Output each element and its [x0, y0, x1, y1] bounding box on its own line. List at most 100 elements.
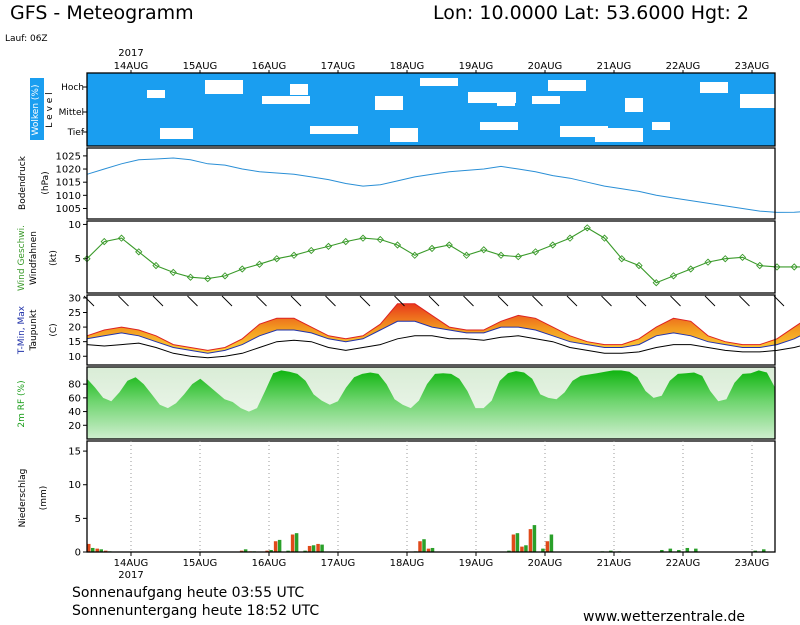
windbarb-ylabel: Windfahnen: [29, 231, 39, 285]
wind-point: [117, 234, 126, 242]
wind-point: [445, 241, 453, 249]
wind-barb: [463, 295, 474, 307]
wind-unit: (kt): [49, 250, 59, 266]
precip-bar-conv: [95, 548, 99, 552]
precip-bar-large: [668, 548, 673, 552]
wind-point: [290, 251, 298, 259]
wind-barb: [532, 295, 543, 307]
wind-barb: [635, 295, 647, 307]
temperature-ytick-label: 15: [68, 337, 81, 348]
cloud-gap: [532, 96, 560, 104]
precip-ytick-label: 5: [75, 514, 81, 525]
day-label-bottom: 20AUG: [528, 558, 563, 569]
precip-bar-large: [532, 525, 537, 552]
panel-temperature-frame: [86, 294, 776, 366]
wind-point: [600, 234, 609, 242]
wind-barb: [428, 295, 440, 307]
wind-point: [583, 224, 591, 232]
wind-barb: [221, 295, 233, 307]
day-label-top: 23AUG: [735, 61, 770, 72]
precip-bar-large: [99, 549, 103, 552]
wind-point: [169, 268, 177, 277]
rh-ytick-label: 20: [68, 421, 81, 432]
day-label-top: 16AUG: [252, 61, 287, 72]
cloud-gap: [290, 84, 308, 95]
wind-point: [514, 253, 522, 261]
rh-area: [87, 370, 775, 439]
wind-point: [618, 255, 626, 263]
panel-pressure-bg: [87, 148, 775, 219]
wind-point: [687, 265, 695, 273]
wind-point: [342, 237, 350, 246]
pressure-ytick-label: 1010: [56, 191, 81, 202]
wind-point: [393, 241, 402, 249]
precip-bar-conv: [426, 548, 431, 552]
run-label: Lauf: 06Z: [5, 34, 48, 44]
day-label-top: 15AUG: [183, 61, 218, 72]
precip-bar-large: [303, 550, 307, 552]
wind-barb: [325, 295, 336, 307]
cloud-ylabel: Wolken (%): [31, 85, 41, 136]
cloud-level-2: Tief: [67, 128, 85, 138]
wind-point: [497, 251, 505, 259]
precip-bar-large: [320, 544, 324, 552]
rh-ytick-label: 60: [68, 393, 81, 404]
cloud-gap: [625, 98, 643, 112]
wind-point: [255, 260, 264, 268]
panel-wind-frame: [86, 220, 776, 294]
precip-bar-conv: [103, 550, 108, 552]
day-label-bottom: 16AUG: [252, 558, 287, 569]
precip-bar-conv: [273, 541, 278, 552]
cloud-gap: [652, 122, 670, 130]
cloud-gap: [160, 128, 188, 139]
wind-barb: [704, 295, 716, 307]
wind-barb: [152, 295, 164, 307]
panel-clouds-frame: [86, 72, 776, 147]
wind-barb: [566, 295, 578, 307]
rh-ytick-label: 80: [68, 380, 81, 391]
wind-barb: [670, 295, 681, 307]
wind-point: [100, 237, 108, 246]
precip-bar-conv: [307, 545, 312, 552]
precip-unit: (mm): [39, 486, 49, 511]
wind-point: [635, 261, 643, 270]
cloud-gap: [147, 90, 165, 98]
precip-bar-conv: [545, 541, 550, 552]
precip-bar-conv: [316, 543, 320, 552]
panel-precip-bg: [87, 441, 775, 552]
wind-point: [152, 261, 160, 270]
day-label-bottom: 19AUG: [459, 558, 494, 569]
sunrise-text: Sonnenaufgang heute 03:55 UTC: [72, 585, 305, 601]
precip-bar-conv: [520, 546, 524, 552]
wind-point: [669, 272, 678, 280]
wind-barb: [601, 295, 612, 307]
website-link[interactable]: www.wetterzentrale.de: [583, 609, 746, 625]
precip-bar-large: [269, 549, 273, 552]
day-label-top: 20AUG: [528, 61, 563, 72]
precip-bar-conv: [528, 529, 533, 552]
precip-bar-large: [277, 539, 282, 552]
precip-bar-conv: [87, 543, 91, 552]
tmin-line: [86, 320, 800, 354]
year-label-top: 2017: [118, 48, 143, 59]
wind-point: [790, 263, 798, 271]
wind-point: [359, 234, 367, 242]
precip-bar-conv: [511, 534, 516, 552]
day-label-top: 19AUG: [459, 61, 494, 72]
wind-barb: [83, 295, 95, 307]
panel-wind-bg: [87, 221, 775, 293]
wind-barb: [497, 295, 509, 307]
precip-bar-large: [507, 550, 511, 552]
temperature-ytick-label: 25: [68, 308, 81, 319]
cloud-gap: [497, 92, 515, 106]
cloud-gap: [310, 126, 358, 134]
wind-barb: [118, 295, 129, 307]
precip-bar-large: [541, 548, 545, 552]
precip-bar-large: [685, 547, 690, 552]
cloud-gap: [700, 82, 728, 93]
precip-bar-large: [524, 545, 528, 552]
year-label-bottom: 2017: [118, 570, 143, 581]
precip-ytick-label: 10: [68, 480, 81, 491]
rh-ytick-label: 40: [68, 407, 81, 418]
